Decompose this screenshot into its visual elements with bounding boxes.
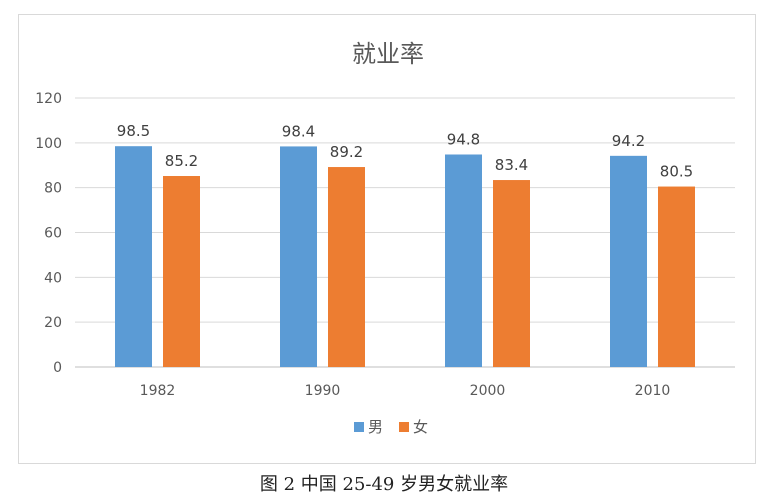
y-tick-label: 40 [44, 270, 62, 286]
y-tick-label: 100 [35, 136, 62, 152]
x-tick-label: 2000 [470, 383, 506, 399]
bar-female [163, 176, 200, 367]
legend-swatch [354, 422, 364, 432]
legend-label: 男 [368, 418, 383, 436]
y-tick-label: 120 [35, 91, 62, 107]
figure-caption: 图 2 中国 25-49 岁男女就业率 [259, 474, 509, 495]
bar-male [445, 154, 482, 367]
bar-female [658, 186, 695, 367]
y-tick-label: 20 [44, 315, 62, 331]
data-label: 94.2 [612, 132, 645, 150]
data-label: 98.5 [117, 122, 150, 140]
bar-chart: 就业率 0 20 40 60 80 100 120 98.5 85.2 1982 98.4 89.2 19… [35, 40, 735, 436]
data-label: 83.4 [495, 156, 528, 174]
data-label: 85.2 [165, 152, 198, 170]
y-tick-label: 80 [44, 181, 62, 197]
chart-title: 就业率 [352, 40, 424, 68]
x-tick-label: 1990 [305, 383, 341, 399]
data-label: 98.4 [282, 122, 315, 140]
legend-label: 女 [413, 418, 428, 436]
y-tick-label: 60 [44, 226, 62, 242]
bar-female [328, 167, 365, 367]
y-tick-label: 0 [53, 360, 62, 376]
legend-swatch [399, 422, 409, 432]
bar-male [115, 146, 152, 367]
x-tick-label: 1982 [140, 383, 176, 399]
data-label: 89.2 [330, 143, 363, 161]
bar-male [610, 155, 647, 367]
x-tick-label: 2010 [635, 383, 671, 399]
data-label: 94.8 [447, 130, 480, 148]
data-label: 80.5 [660, 163, 693, 181]
bar-female [493, 180, 530, 367]
bar-male [280, 146, 317, 367]
